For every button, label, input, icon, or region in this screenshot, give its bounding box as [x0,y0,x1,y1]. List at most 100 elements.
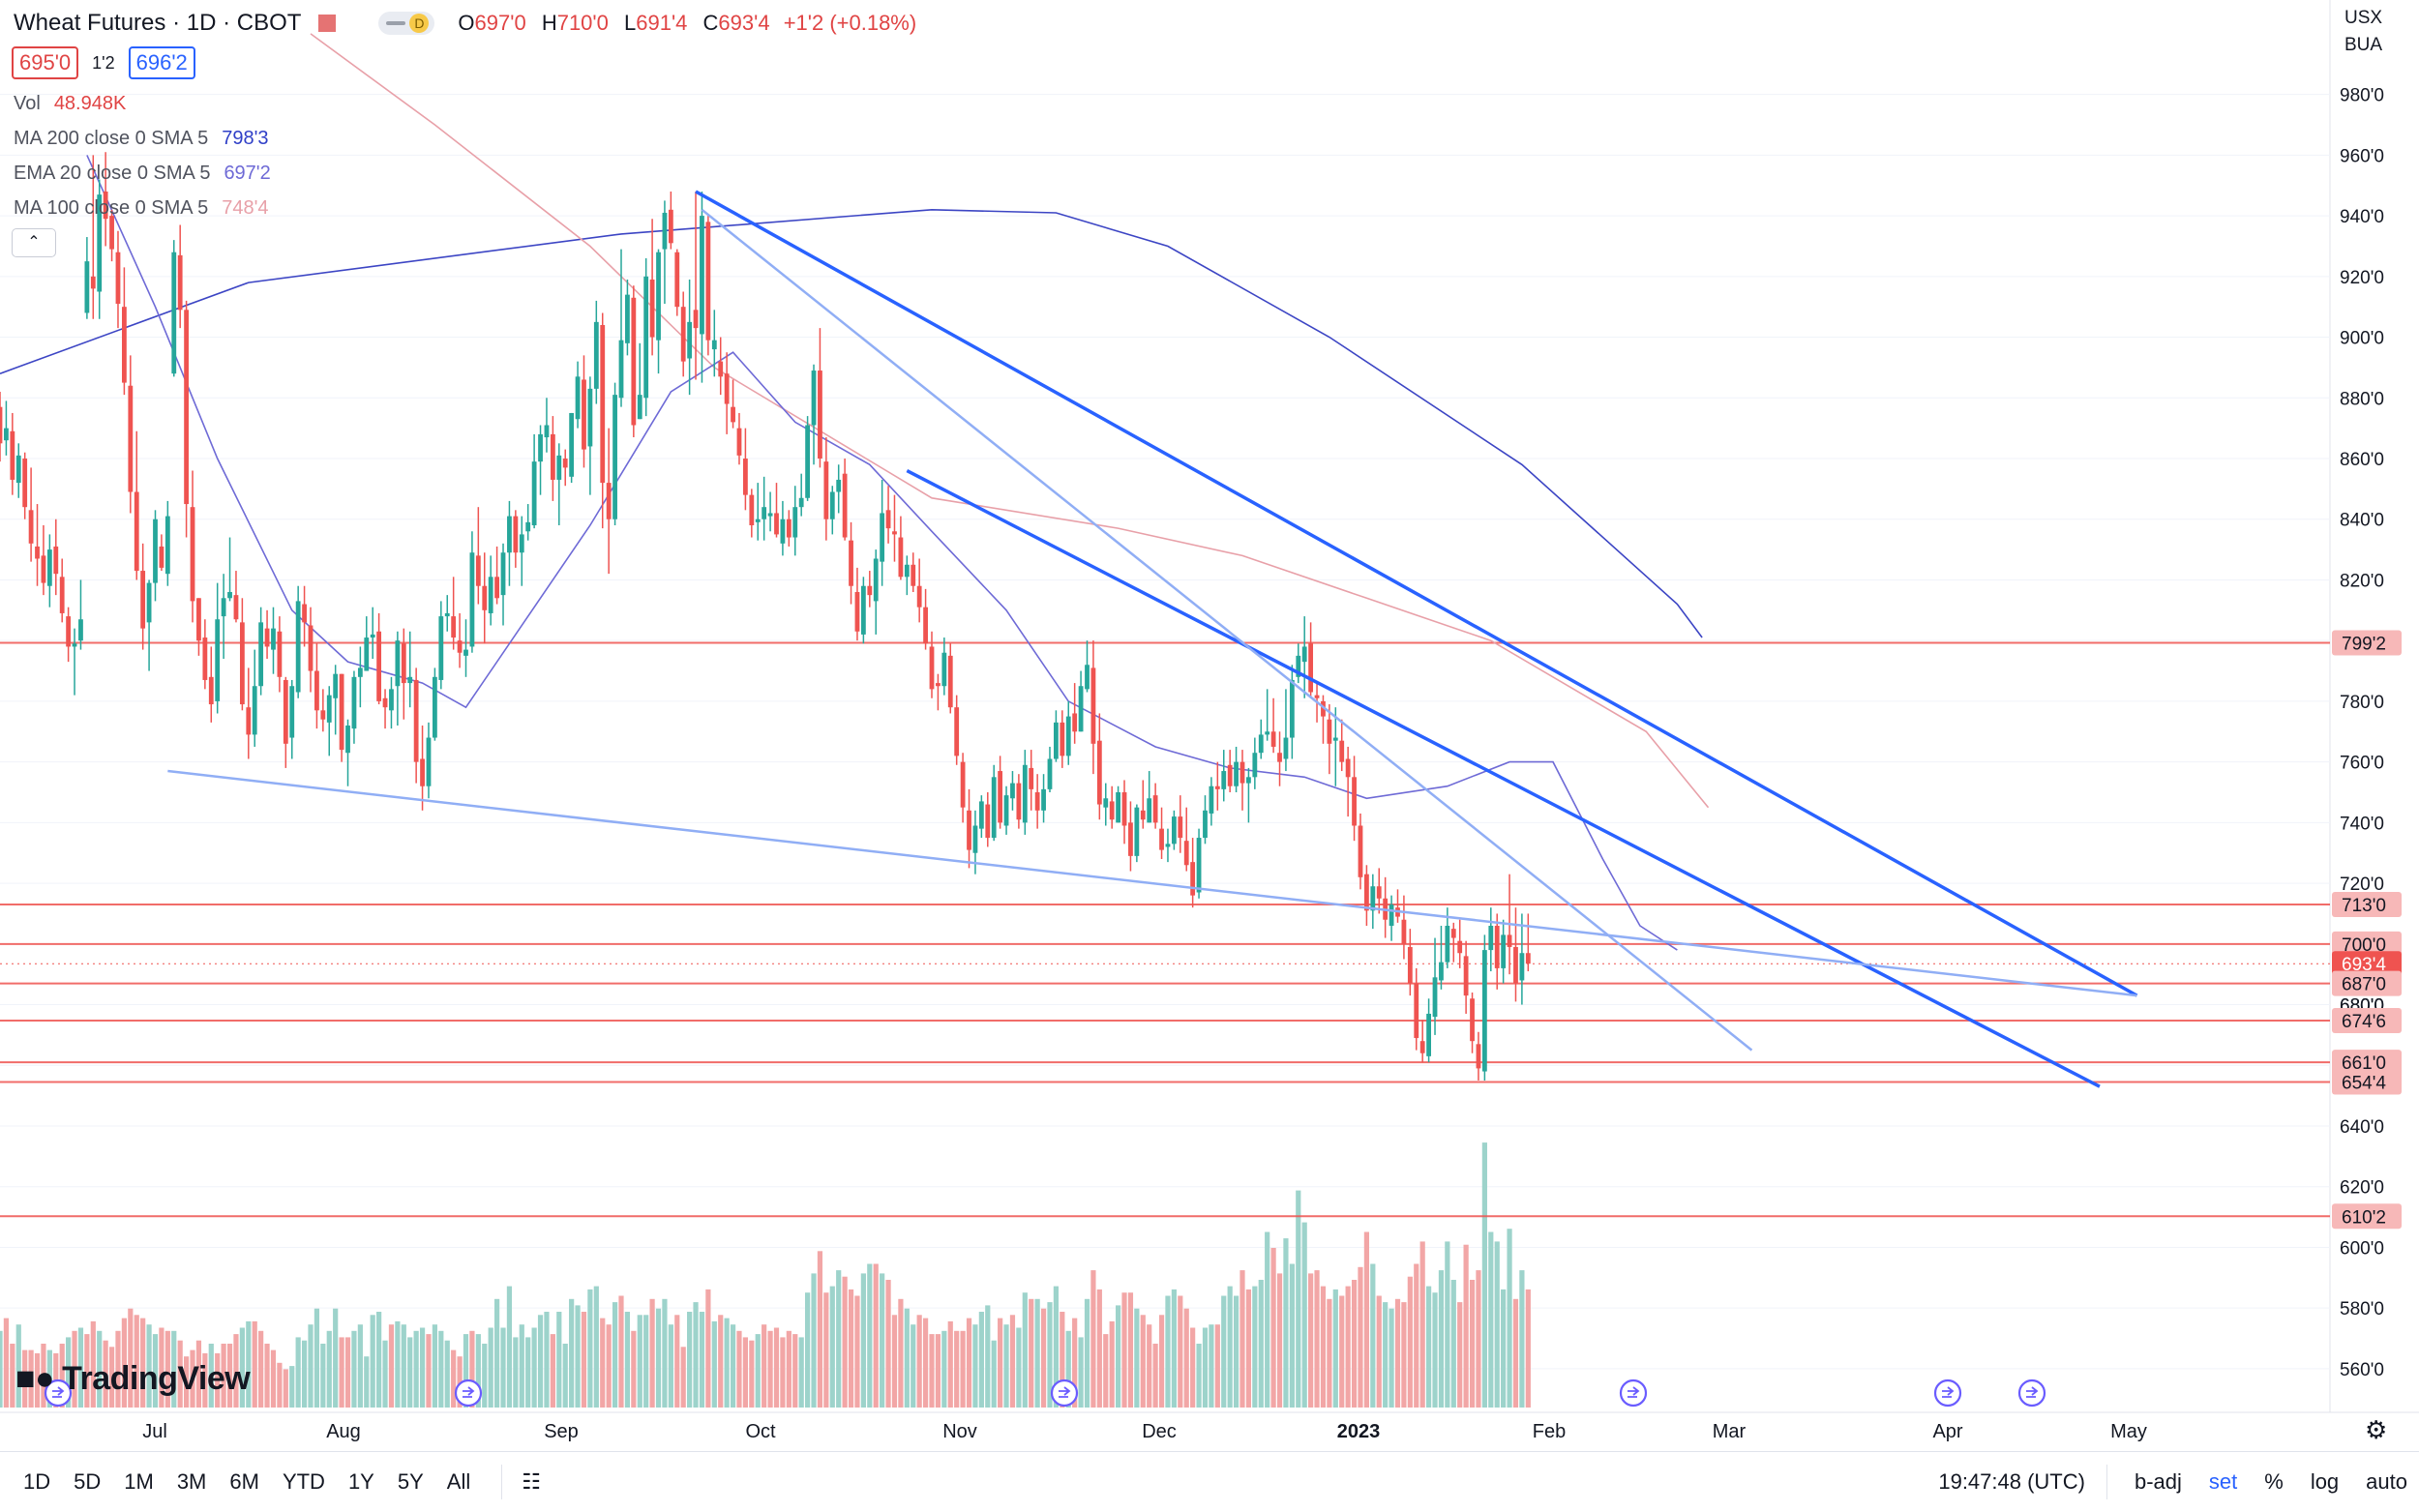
candle-body [140,571,146,629]
volume-bar [184,1356,190,1408]
candle-body [731,406,735,423]
volume-bar [593,1286,599,1408]
indicator-value: 697'2 [224,163,271,184]
volume-bar [662,1298,668,1408]
calendar-icon[interactable]: ☷ [522,1469,541,1494]
timeframe-1m[interactable]: 1M [124,1469,154,1494]
volume-bar [891,1315,898,1408]
high-value: 710'0 [556,11,609,35]
volume-bar [103,1340,108,1408]
trendlines[interactable] [167,190,2138,1088]
chevron-up-icon: ⌃ [27,234,41,251]
candle-body [892,531,897,535]
symbol-title[interactable]: Wheat Futures · 1D · CBOT [14,10,302,36]
timeframe-6m[interactable]: 6M [229,1469,259,1494]
candle-body [978,801,984,829]
candle-body [941,652,947,687]
indicator-value: 48.948K [53,93,127,114]
candle-body [177,254,183,311]
settlement-toggle[interactable]: set [2208,1469,2238,1494]
candle-body [780,519,786,544]
volume-bar [569,1298,575,1408]
currency-unit[interactable]: USX [2344,8,2383,28]
buy-button[interactable]: 696'2 [128,46,195,79]
volume-bar [935,1334,941,1408]
price-label-box [2332,1069,2402,1095]
data-status-pill[interactable]: D [378,12,435,35]
volume-bar [233,1334,239,1408]
timeframe-ytd[interactable]: YTD [282,1469,325,1494]
candle-body [78,619,83,641]
candle-body [1258,734,1264,754]
candle-body [556,455,562,480]
indicator-ema20[interactable]: EMA 20 close 0 SMA 5 697'2 [14,163,271,185]
volume-bar [140,1318,146,1408]
volume-bar [413,1330,419,1408]
volume-bar [469,1330,475,1408]
timeframe-1y[interactable]: 1Y [347,1469,374,1494]
timeframe-3m[interactable]: 3M [176,1469,207,1494]
collapse-legend-button[interactable]: ⌃ [12,228,56,257]
candle-body [904,564,910,578]
indicator-ma100[interactable]: MA 100 close 0 SMA 5 748'4 [14,197,269,220]
candle-body [389,689,394,711]
time-axis[interactable]: Jul Aug Sep Oct Nov Dec 2023 Feb Mar Apr May [142,1421,2147,1442]
candle-body [1246,777,1251,784]
sell-button[interactable]: 695'0 [12,46,79,79]
currency-unit-secondary[interactable]: BUA [2344,35,2383,55]
percent-scale-toggle[interactable]: % [2264,1469,2284,1494]
volume-bar [1171,1289,1177,1408]
candle-body [755,519,761,522]
flag-icon[interactable] [318,15,337,32]
indicator-ma200[interactable]: MA 200 close 0 SMA 5 798'3 [14,128,269,150]
x-tick-label: 2023 [1337,1421,1381,1442]
candle-body [749,494,755,525]
candle-body [531,461,537,525]
candle-body [916,585,922,608]
volume-bar [998,1318,1003,1408]
log-scale-toggle[interactable]: log [2310,1469,2340,1494]
y-tick-label: 780'0 [2340,693,2384,713]
volume-bar [301,1340,308,1408]
candle-body [1364,874,1369,911]
indicator-name: MA 200 close 0 SMA 5 [14,128,209,149]
volume-bar [0,1330,3,1408]
toolbar-divider [501,1465,503,1499]
indicator-volume[interactable]: Vol 48.948K [14,93,126,115]
volume-bar [239,1327,245,1408]
volume-bar [1078,1337,1084,1408]
volume-bar [643,1315,649,1408]
candle-body [494,577,499,599]
volume-bar [1519,1270,1525,1408]
auto-scale-toggle[interactable]: auto [2366,1469,2407,1494]
timeframe-1d[interactable]: 1D [23,1469,51,1494]
timeframe-5y[interactable]: 5Y [397,1469,424,1494]
horizontal-levels[interactable] [0,641,2330,1218]
symbol-header[interactable]: Wheat Futures · 1D · CBOT D O697'0 H710'… [14,10,916,37]
volume-bar [1469,1280,1476,1408]
event-marker-glyph [1942,1386,1955,1398]
clock[interactable]: 19:47:48 (UTC) [1938,1469,2085,1494]
y-tick-label: 720'0 [2340,875,2384,895]
candle-body [525,521,531,532]
tradingview-logo-icon: ■● [15,1360,55,1397]
timeframe-5d[interactable]: 5D [74,1469,102,1494]
candle-body [1003,795,1009,826]
candle-body [1352,777,1357,826]
volume-bar [115,1330,121,1408]
gear-icon[interactable]: ⚙ [2365,1415,2388,1444]
volume-bar [674,1315,680,1408]
x-tick-label: Feb [1533,1421,1566,1442]
timeframe-all[interactable]: All [446,1469,471,1494]
candle-body [762,507,767,519]
price-label: 687'0 [2342,975,2386,995]
price-axis[interactable]: 980'0 960'0 940'0 920'0 900'0 880'0 860'0 840'0… [2332,86,2402,1380]
volume-bar [1022,1292,1028,1408]
candle-body [1270,731,1276,747]
volume-bar [1096,1289,1102,1408]
volume-bar [1239,1270,1245,1408]
back-adjust-toggle[interactable]: b-adj [2134,1469,2182,1494]
event-markers[interactable] [44,1379,2046,1408]
candle-body [208,676,214,705]
